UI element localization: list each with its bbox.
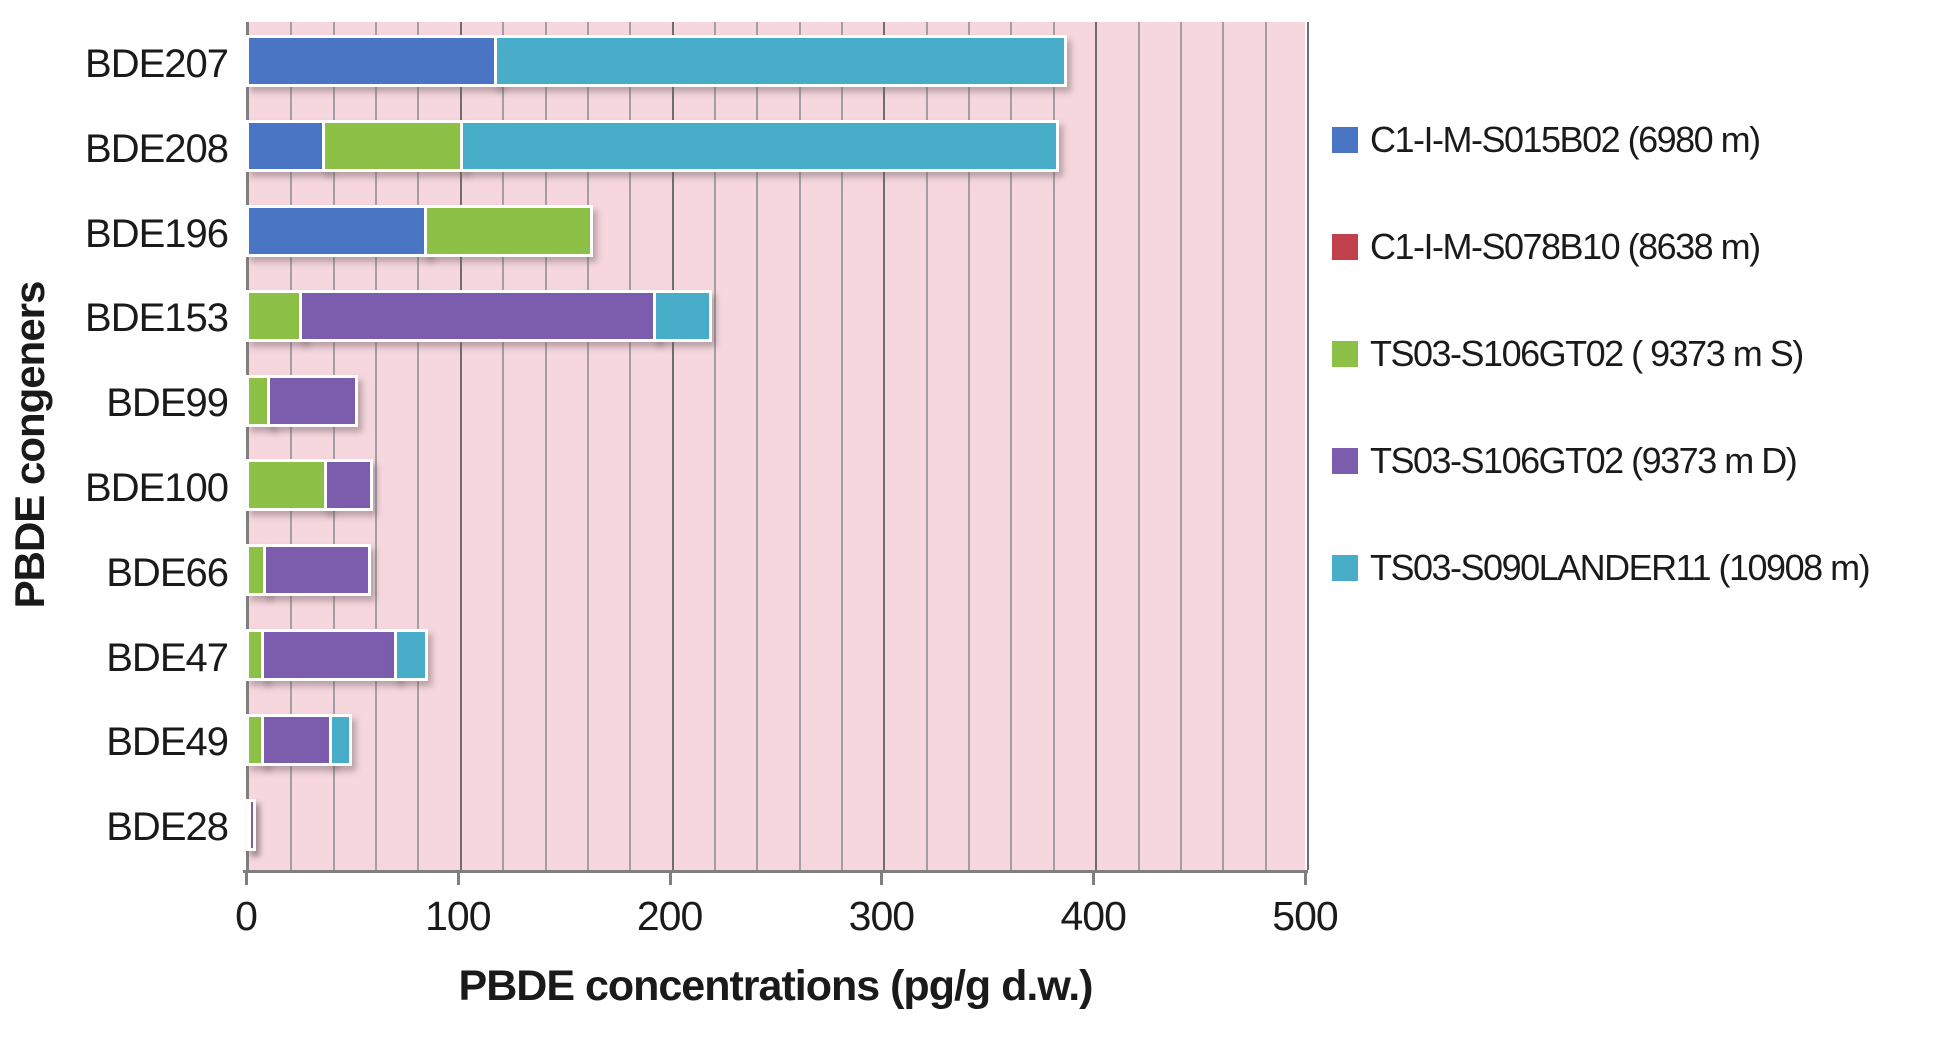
x-tick-label: 0 (235, 893, 258, 939)
gridline-minor (713, 22, 716, 870)
bar-segment (324, 459, 373, 512)
x-tick-mark (456, 870, 460, 885)
legend-item: TS03-S090LANDER11 (10908 m) (1332, 546, 1952, 590)
legend-label: TS03-S106GT02 ( 9373 m S) (1370, 333, 1804, 374)
gridline-minor (544, 22, 547, 870)
x-tick-label: 100 (425, 893, 491, 939)
y-tick-label: BDE100 (85, 466, 229, 510)
gridline-minor (290, 22, 293, 870)
legend-item: C1-I-M-S015B02 (6980 m) (1332, 118, 1952, 162)
gridline-major (883, 22, 886, 870)
gridline-minor (798, 22, 801, 870)
gridline-minor (586, 22, 589, 870)
x-tick-mark (668, 870, 672, 885)
bar-segment (260, 629, 401, 681)
y-tick-label: BDE153 (85, 296, 229, 341)
x-axis-line (243, 870, 1308, 873)
gridline-minor (417, 22, 420, 870)
gridline-minor (332, 22, 335, 870)
gridline-minor (375, 22, 378, 870)
x-tick-mark (1092, 870, 1096, 885)
legend-item: TS03-S106GT02 (9373 m D) (1332, 439, 1952, 483)
gridline-major (671, 22, 674, 870)
bar-segment (262, 544, 371, 597)
bar-segment (246, 289, 305, 342)
gridline-minor (1222, 22, 1225, 870)
legend: C1-I-M-S015B02 (6980 m) C1-I-M-S078B10 (8… (1332, 118, 1952, 653)
x-tick-mark (245, 870, 248, 885)
y-tick-label: BDE99 (106, 381, 229, 426)
bar-segment (248, 798, 257, 851)
bar-segment (328, 713, 352, 766)
bar-segment (652, 289, 712, 342)
legend-label: TS03-S090LANDER11 (10908 m) (1370, 547, 1871, 588)
plot-area (246, 22, 1309, 870)
gridline-minor (1179, 22, 1182, 870)
gridline-major (1095, 22, 1098, 870)
bar-segment (423, 205, 593, 257)
y-tick-label: BDE196 (85, 211, 229, 256)
y-tick-label: BDE208 (85, 126, 229, 171)
gridline-minor (502, 22, 505, 870)
bar-segment (246, 459, 331, 512)
bar-segment (246, 35, 500, 88)
x-axis-title: PBDE concentrations (pg/g d.w.) (458, 962, 1094, 1010)
gridline-minor (1137, 22, 1140, 870)
legend-swatch-icon (1332, 341, 1358, 367)
bar-segment (394, 629, 428, 681)
y-tick-label: BDE28 (106, 805, 229, 850)
gridline-major (459, 22, 462, 870)
bar-segment (246, 205, 430, 257)
x-tick-label: 200 (636, 893, 703, 939)
gridline-minor (629, 22, 632, 870)
gridline-minor (1264, 22, 1267, 870)
y-tick-label: BDE47 (106, 635, 229, 680)
legend-item: TS03-S106GT02 ( 9373 m S) (1332, 332, 1952, 376)
bar-segment (246, 120, 329, 173)
bar-segment (459, 120, 1059, 173)
legend-label: C1-I-M-S015B02 (6980 m) (1370, 119, 1761, 160)
bar-segment (267, 374, 358, 427)
legend-item: C1-I-M-S078B10 (8638 m) (1332, 225, 1952, 269)
x-tick-label: 500 (1272, 893, 1338, 939)
y-tick-label: BDE66 (106, 550, 229, 595)
y-tick-label: BDE207 (85, 42, 229, 86)
y-tick-label: BDE49 (106, 720, 229, 765)
legend-label: C1-I-M-S078B10 (8638 m) (1370, 226, 1761, 267)
gridline-minor (968, 22, 971, 870)
gridline-minor (1052, 22, 1055, 870)
gridline-minor (841, 22, 844, 870)
gridline-major (1307, 22, 1309, 870)
gridline-minor (925, 22, 928, 870)
legend-swatch-icon (1332, 127, 1358, 153)
legend-label: TS03-S106GT02 (9373 m D) (1370, 440, 1798, 481)
bar-segment (298, 289, 659, 342)
legend-swatch-icon (1332, 448, 1358, 474)
gridline-minor (756, 22, 759, 870)
gridline-minor (1010, 22, 1013, 870)
x-tick-mark (880, 870, 884, 885)
legend-swatch-icon (1332, 555, 1358, 581)
bar-segment (322, 120, 466, 173)
legend-swatch-icon (1332, 234, 1358, 260)
bar-segment (260, 713, 335, 766)
x-tick-label: 300 (848, 893, 915, 939)
x-tick-mark (1304, 870, 1307, 885)
x-tick-label: 400 (1060, 893, 1126, 939)
bar-segment (493, 35, 1068, 88)
